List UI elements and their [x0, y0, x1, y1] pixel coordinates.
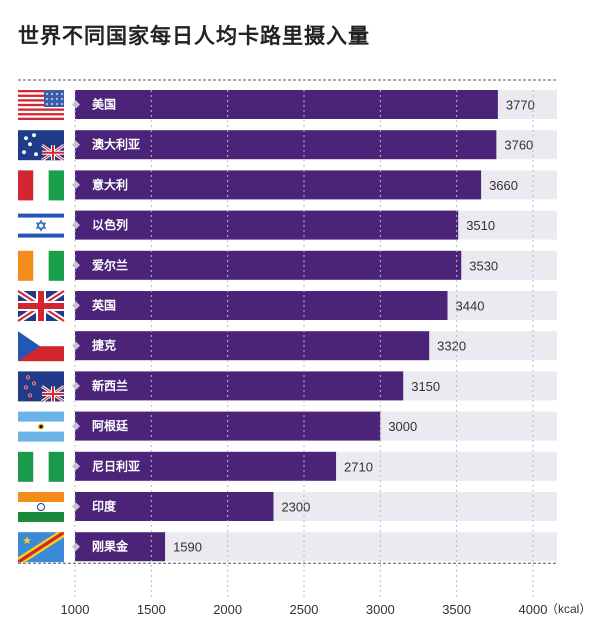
x-tick-label: 4000	[519, 602, 548, 617]
us-flag-icon	[18, 90, 64, 120]
x-tick-label: 2000	[213, 602, 242, 617]
diamond-marker	[72, 180, 80, 189]
x-tick-label: 1000	[61, 602, 90, 617]
x-unit-label: （kcal）	[546, 602, 591, 616]
india-flag-icon	[18, 492, 64, 522]
category-label: 刚果金	[92, 539, 129, 554]
bar-row: 刚果金 1590	[18, 532, 557, 563]
value-label: 3510	[466, 218, 495, 233]
bar-row: 美国 3770	[18, 90, 557, 120]
diamond-marker	[72, 381, 80, 390]
diamond-marker	[72, 100, 80, 109]
x-tick-label: 3500	[442, 602, 471, 617]
diamond-marker	[72, 502, 80, 511]
category-label: 捷克	[92, 338, 116, 353]
bar-row: 澳大利亚 3760	[18, 130, 557, 162]
bar-row: 爱尔兰 3530	[18, 250, 557, 281]
bar-row: 英国 3440	[16, 288, 557, 324]
chart-title: 世界不同国家每日人均卡路里摄入量	[18, 24, 370, 48]
x-tick-label: 3000	[366, 602, 395, 617]
bar-row: 阿根廷 3000	[18, 411, 557, 442]
diamond-marker	[72, 261, 80, 270]
diamond-marker	[72, 341, 80, 350]
category-label: 印度	[92, 499, 117, 514]
category-label: 意大利	[92, 177, 128, 192]
bar	[75, 291, 448, 320]
czech-flag-icon	[18, 331, 64, 362]
ireland-flag-icon	[18, 250, 64, 281]
new-zealand-flag-icon	[18, 371, 65, 403]
value-label: 1590	[173, 540, 202, 555]
bar-row: 以色列 3510	[18, 210, 557, 241]
dr-congo-flag-icon	[18, 532, 64, 563]
diamond-marker	[72, 542, 80, 551]
diamond-marker	[72, 301, 80, 310]
category-label: 以色列	[92, 217, 128, 232]
value-label: 3320	[437, 339, 466, 354]
bar-row: 尼日利亚 2710	[18, 451, 557, 482]
category-label: 尼日利亚	[92, 458, 140, 473]
bar	[75, 210, 459, 240]
category-label: 澳大利亚	[92, 137, 140, 152]
bar	[75, 532, 166, 562]
diamond-marker	[72, 422, 80, 431]
bar-row: 印度 2300	[18, 492, 557, 522]
bar	[75, 90, 498, 119]
value-label: 3150	[411, 379, 440, 394]
category-label: 英国	[92, 298, 116, 313]
category-label: 爱尔兰	[92, 257, 128, 272]
value-label: 3000	[388, 419, 417, 434]
bar-row: 新西兰 3150	[18, 371, 557, 403]
diamond-marker	[72, 140, 80, 149]
bar-row: 意大利 3660	[18, 170, 557, 201]
bar	[75, 451, 337, 481]
value-label: 3660	[489, 178, 518, 193]
diamond-marker	[72, 221, 80, 230]
value-label: 3440	[456, 299, 485, 314]
diamond-marker	[72, 462, 80, 471]
value-label: 2300	[281, 500, 310, 515]
value-label: 3530	[469, 258, 498, 273]
category-label: 新西兰	[92, 378, 128, 393]
bar	[75, 130, 497, 160]
bar	[75, 492, 274, 521]
bar	[75, 170, 482, 200]
bar	[75, 331, 430, 361]
value-label: 2710	[344, 459, 373, 474]
bar	[75, 250, 462, 280]
x-tick-label: 2500	[290, 602, 319, 617]
bar-row: 捷克 3320	[18, 331, 557, 362]
value-label: 3770	[506, 98, 535, 113]
israel-flag-icon	[18, 210, 64, 241]
argentina-flag-icon	[18, 411, 64, 442]
category-label: 阿根廷	[92, 418, 129, 433]
nigeria-flag-icon	[18, 451, 64, 482]
category-label: 美国	[92, 97, 116, 112]
bar	[75, 371, 404, 401]
uk-flag-icon	[16, 288, 66, 324]
italy-flag-icon	[18, 170, 64, 201]
value-label: 3760	[504, 138, 533, 153]
x-tick-label: 1500	[137, 602, 166, 617]
australia-flag-icon	[18, 130, 65, 162]
